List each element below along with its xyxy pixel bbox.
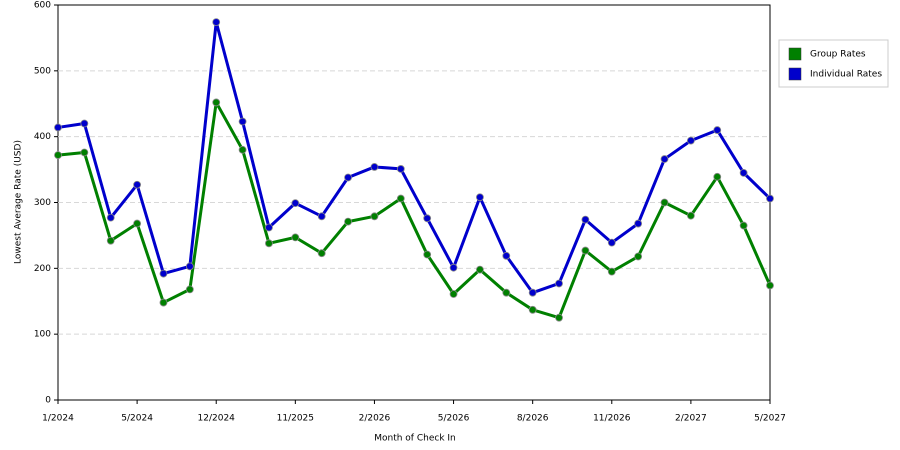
data-point — [607, 238, 616, 247]
data-point — [212, 18, 221, 27]
data-point — [634, 219, 643, 228]
y-axis-title: Lowest Average Rate (USD) — [14, 140, 24, 264]
y-tick-label: 0 — [45, 396, 51, 406]
x-tick-label: 5/2024 — [121, 414, 153, 424]
data-point — [238, 145, 247, 154]
y-tick-label: 600 — [34, 1, 51, 11]
legend-swatch — [788, 47, 802, 61]
data-point — [265, 239, 273, 248]
data-point — [449, 290, 458, 298]
data-point — [502, 251, 511, 260]
data-point — [686, 136, 695, 145]
data-point — [370, 163, 379, 171]
data-point — [291, 199, 300, 208]
data-point — [581, 246, 590, 255]
data-point — [54, 123, 62, 132]
y-tick-label: 300 — [34, 198, 51, 208]
y-tick-label: 200 — [34, 264, 51, 274]
y-tick-label: 100 — [34, 330, 51, 340]
y-tick-label: 400 — [34, 132, 51, 142]
data-point — [159, 269, 168, 278]
data-point — [265, 223, 273, 232]
data-point — [581, 215, 590, 224]
data-point — [54, 151, 62, 160]
data-point — [713, 172, 722, 181]
data-point — [660, 155, 669, 163]
data-point — [634, 252, 643, 261]
data-point — [607, 267, 616, 276]
data-point — [80, 119, 89, 128]
data-point — [317, 249, 326, 258]
data-point — [766, 281, 774, 290]
data-point — [317, 212, 326, 221]
data-point — [423, 214, 432, 223]
data-point — [159, 298, 168, 307]
data-point — [502, 288, 511, 297]
data-point — [423, 250, 432, 259]
legend-label: Group Rates — [810, 50, 866, 60]
data-point — [185, 285, 194, 294]
x-tick-label: 11/2025 — [277, 414, 314, 424]
data-point — [396, 165, 405, 173]
data-point — [449, 263, 458, 272]
data-point — [555, 313, 563, 322]
data-point — [212, 98, 221, 107]
series-line — [57, 100, 772, 320]
x-tick-label: 12/2024 — [198, 414, 236, 424]
data-point — [713, 126, 722, 134]
data-point — [238, 117, 247, 126]
x-tick-label: 5/2027 — [754, 414, 786, 424]
series-line — [57, 20, 772, 295]
data-point — [344, 173, 352, 182]
x-tick-label: 8/2026 — [517, 414, 549, 424]
y-tick-label: 500 — [34, 66, 51, 76]
data-point — [396, 194, 405, 203]
data-point — [133, 219, 142, 228]
data-point — [739, 168, 748, 177]
data-point — [528, 305, 537, 314]
data-point — [476, 265, 484, 274]
x-tick-label: 5/2026 — [438, 414, 470, 424]
data-point — [686, 211, 695, 220]
data-point — [133, 180, 142, 189]
data-point — [106, 213, 115, 222]
x-tick-label: 2/2027 — [675, 414, 707, 424]
data-point — [370, 212, 379, 221]
data-point — [739, 221, 748, 230]
legend-swatch — [788, 67, 802, 81]
x-tick-label: 1/2024 — [42, 414, 74, 424]
data-point — [291, 233, 300, 242]
data-point — [555, 279, 563, 288]
data-point — [185, 262, 194, 271]
x-axis-title: Month of Check In — [374, 434, 456, 444]
data-point — [660, 198, 669, 207]
data-point — [80, 148, 89, 157]
data-point — [476, 193, 484, 202]
data-point — [344, 217, 352, 226]
data-point — [766, 194, 774, 203]
x-tick-label: 2/2026 — [359, 414, 391, 424]
legend-label: Individual Rates — [810, 70, 882, 80]
data-point — [528, 288, 537, 297]
data-point — [106, 236, 115, 245]
x-tick-label: 11/2026 — [593, 414, 631, 424]
